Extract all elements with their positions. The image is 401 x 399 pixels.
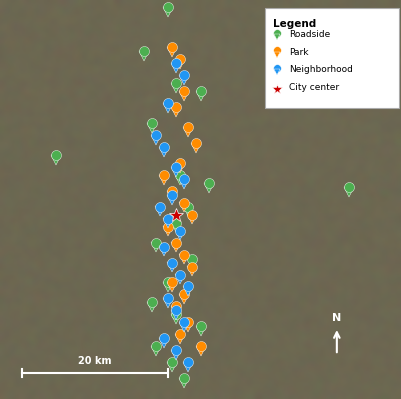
FancyBboxPatch shape [265,8,399,108]
Text: Neighborhood: Neighborhood [289,65,352,74]
Text: Legend: Legend [273,19,316,29]
Text: N: N [332,313,342,323]
Text: Roadside: Roadside [289,30,330,39]
Text: City center: City center [289,83,339,92]
Text: 20 km: 20 km [79,356,112,366]
Text: Park: Park [289,48,308,57]
